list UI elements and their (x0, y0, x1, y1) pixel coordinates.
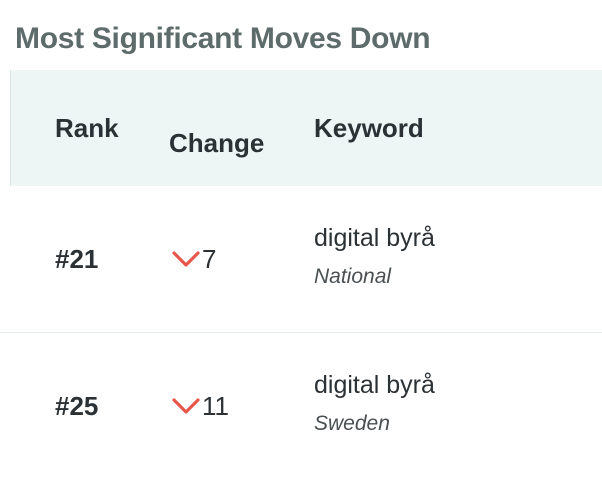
keyword-link[interactable]: digital byrå (314, 371, 435, 399)
chevron-down-icon (172, 398, 200, 414)
keyword-location: National (314, 265, 392, 288)
rank-value: #25 (55, 391, 99, 421)
chevron-down-icon (172, 251, 200, 267)
column-header-rank[interactable]: Rank (55, 113, 119, 143)
table-header: Rank Change Keyword (11, 70, 602, 186)
column-header-change[interactable]: Change (169, 127, 265, 158)
keyword-location: Sweden (314, 412, 390, 435)
change-cell: 11 (172, 391, 229, 421)
change-cell: 7 (172, 244, 216, 274)
column-header-keyword[interactable]: Keyword (314, 113, 424, 143)
section-title: Most Significant Moves Down (15, 22, 431, 55)
table-row[interactable]: #21 7 digital byrå National (0, 186, 602, 333)
change-value: 11 (202, 390, 229, 421)
keyword-link[interactable]: digital byrå (314, 224, 435, 252)
left-divider (0, 70, 11, 186)
change-value: 7 (202, 243, 217, 274)
rank-value: #21 (55, 244, 99, 274)
table-row[interactable]: #25 11 digital byrå Sweden (0, 333, 602, 479)
